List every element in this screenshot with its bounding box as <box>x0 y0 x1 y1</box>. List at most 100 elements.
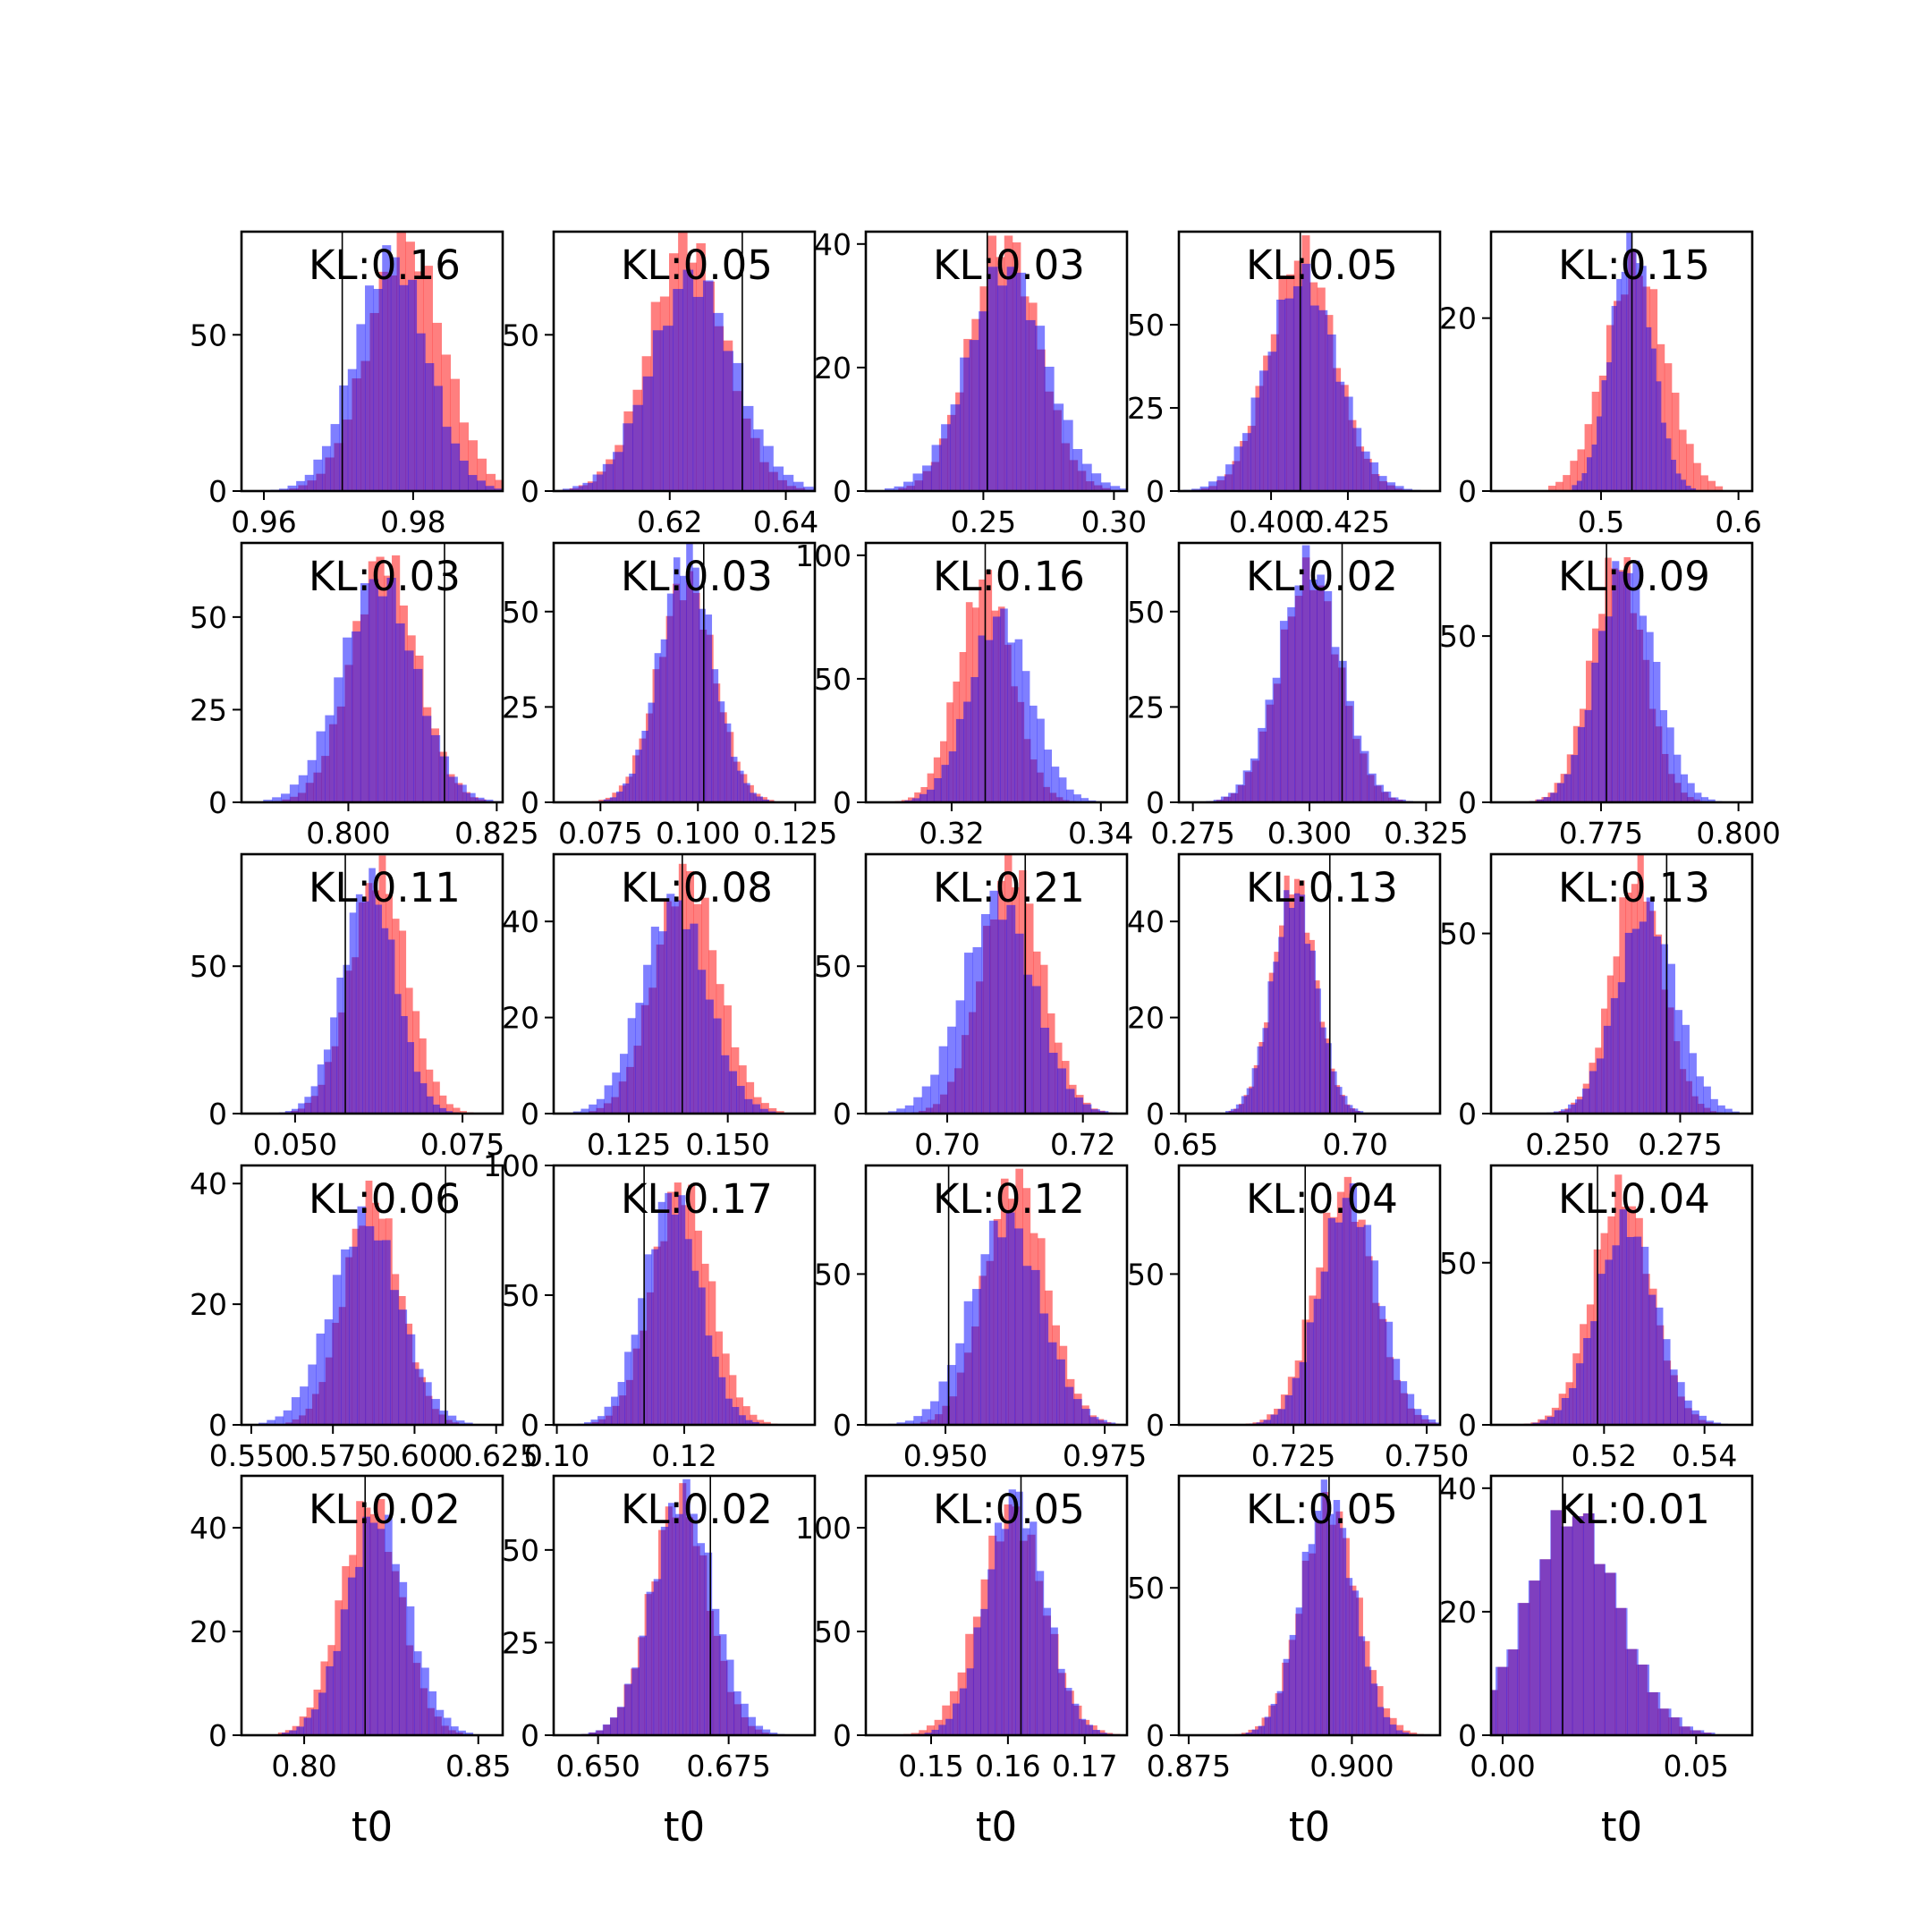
blue-hist-bar <box>1617 982 1626 1114</box>
blue-hist-bar <box>643 964 652 1114</box>
blue-hist-bar <box>1241 1096 1248 1114</box>
x-tick-label: 0.300 <box>1267 816 1352 851</box>
blue-hist-bar <box>1653 661 1661 802</box>
x-tick-label: 0.775 <box>1559 816 1643 851</box>
blue-hist-bar <box>406 1606 415 1735</box>
blue-hist-bar <box>317 1064 325 1114</box>
blue-hist-bar <box>1653 936 1662 1114</box>
blue-hist-bar <box>1706 1420 1715 1425</box>
blue-hist-bar <box>1597 416 1602 491</box>
x-tick-label: 0.65 <box>1153 1127 1218 1162</box>
blue-hist-bar <box>744 1098 753 1114</box>
y-tick-label: 0 <box>1146 1408 1165 1443</box>
x-axis-title: t0 <box>352 1803 393 1851</box>
plot-frame <box>552 230 817 493</box>
blue-hist-bar <box>1327 1217 1336 1425</box>
blue-hist-bar <box>733 362 744 491</box>
blue-hist-bar <box>624 1352 632 1425</box>
blue-hist-bar <box>339 385 349 491</box>
x-axis-title: t0 <box>1289 1803 1330 1851</box>
blue-hist-bar <box>623 783 630 802</box>
x-tick-label: 0.075 <box>420 1127 504 1162</box>
y-tick-label: 40 <box>190 1166 227 1201</box>
red-hist-bar <box>439 1095 447 1114</box>
blue-hist-bar <box>1581 473 1588 491</box>
blue-hist-bar <box>665 1192 673 1425</box>
blue-hist-bar <box>1682 1726 1693 1735</box>
blue-hist-bar <box>313 459 323 491</box>
blue-hist-bar <box>1663 1339 1671 1425</box>
blue-hist-bar <box>1287 606 1295 802</box>
blue-hist-bar <box>705 614 713 802</box>
blue-hist-bar <box>1309 579 1318 802</box>
x-tick-label: 0.05 <box>1664 1749 1729 1784</box>
blue-hist-bar <box>296 480 306 491</box>
blue-hist-bar <box>748 1716 756 1735</box>
blue-hist-bar <box>728 1071 737 1114</box>
blue-hist-bar <box>1270 1414 1278 1425</box>
x-tick-label: 0.15 <box>898 1749 963 1784</box>
plot-frame <box>240 230 504 493</box>
blue-hist-bar <box>1279 621 1288 802</box>
blue-hist-bar <box>1320 1479 1328 1735</box>
blue-hist-bar <box>631 1335 639 1425</box>
x-tick-label: 0.325 <box>1384 816 1468 851</box>
plot-frame <box>864 541 1129 804</box>
subplot-4-3: 0.950 0.975 0 50 KL:0.12 <box>814 1164 1147 1473</box>
blue-hist-bar <box>1091 1109 1100 1114</box>
subplot-4-2: 0.10 0.12 0 50 100 KL:0.17 <box>483 1148 817 1473</box>
blue-hist-bar <box>343 964 351 1114</box>
x-tick-label: 0.00 <box>1470 1749 1535 1784</box>
blue-hist-bar <box>627 1018 636 1114</box>
blue-hist-bar <box>289 1730 297 1735</box>
blue-hist-bar <box>1624 932 1633 1114</box>
blue-hist-bar <box>741 1703 749 1735</box>
kl-label: KL:0.21 <box>933 864 1085 911</box>
blue-hist-bar <box>1043 1607 1052 1735</box>
blue-hist-bar <box>352 631 361 802</box>
blue-hist-bar <box>1506 1649 1518 1735</box>
y-tick-label: 20 <box>502 1001 539 1036</box>
blue-hist-bar <box>1085 1724 1094 1735</box>
red-hist-bar <box>419 1038 427 1114</box>
blue-hist-bar <box>903 481 913 491</box>
blue-hist-bar <box>1037 718 1045 802</box>
red-hist-bar <box>761 1103 769 1114</box>
blue-hist-bar <box>1072 1703 1080 1735</box>
blue-hist-bar <box>1047 1342 1057 1425</box>
blue-hist-bar <box>308 1364 317 1425</box>
blue-hist-bar <box>1014 1228 1023 1425</box>
blue-hist-bar <box>1621 271 1627 491</box>
blue-hist-bar <box>969 340 979 491</box>
blue-hist-bar <box>324 1319 334 1425</box>
red-hist-bar <box>495 479 504 491</box>
blue-hist-bar <box>931 1729 939 1735</box>
blue-hist-bar <box>1572 1516 1584 1735</box>
y-tick-label: 50 <box>1127 595 1165 630</box>
y-tick-label: 0 <box>1458 785 1477 820</box>
blue-hist-bar <box>1583 1513 1595 1735</box>
blue-hist-bar <box>1333 1499 1341 1735</box>
blue-hist-bar <box>1230 1108 1237 1114</box>
blue-hist-bar <box>635 750 642 802</box>
blue-hist-bar <box>666 593 674 802</box>
blue-hist-bar <box>934 778 942 802</box>
blue-hist-bar <box>1543 797 1551 802</box>
blue-hist-bar <box>1618 572 1627 802</box>
red-hist-bar <box>299 1716 307 1735</box>
blue-hist-bar <box>1242 433 1251 491</box>
blue-hist-bar <box>281 793 291 802</box>
blue-hist-bar <box>1390 797 1399 802</box>
blue-hist-bar <box>604 1085 613 1114</box>
kl-label: KL:0.09 <box>1558 553 1710 600</box>
red-hist-bar <box>468 440 479 491</box>
blue-hist-bar <box>1063 419 1073 491</box>
blue-hist-bar <box>362 1516 371 1735</box>
blue-hist-bar <box>1339 660 1347 802</box>
y-tick-label: 0 <box>833 1097 852 1131</box>
blue-hist-bar <box>321 445 331 491</box>
x-tick-label: 0.550 <box>209 1438 293 1473</box>
blue-hist-bar <box>590 1419 598 1425</box>
blue-hist-bar <box>1406 1394 1415 1425</box>
red-hist-bar <box>742 1406 750 1425</box>
